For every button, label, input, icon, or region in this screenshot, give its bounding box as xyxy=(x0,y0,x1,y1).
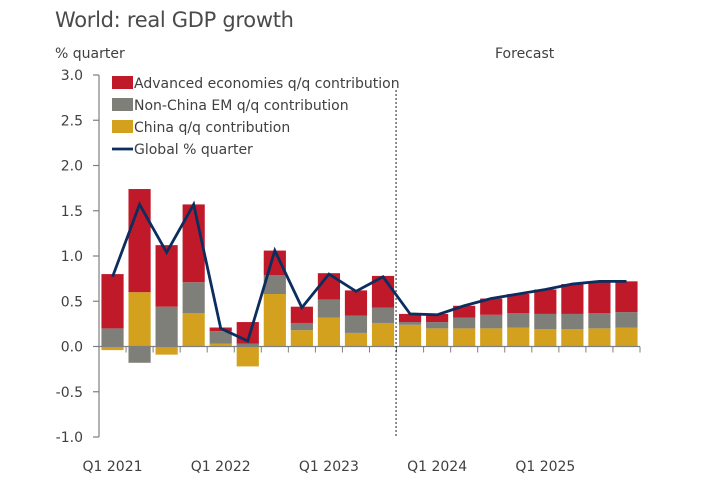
bar-segment-china-4 xyxy=(209,343,232,347)
y-tick-label: 0.0 xyxy=(61,340,83,356)
bar-segment-china-19 xyxy=(615,327,638,347)
y-tick-label: 3.0 xyxy=(61,68,83,84)
bar-segment-non-china-0 xyxy=(101,328,124,347)
y-axis-label: % quarter xyxy=(55,46,125,62)
bar-segment-advanced-9 xyxy=(344,290,368,316)
bar-segment-china-5 xyxy=(236,346,259,367)
bar-segment-non-china-4 xyxy=(209,331,232,344)
bar-segment-non-china-5 xyxy=(236,343,259,347)
bar-segment-non-china-15 xyxy=(507,313,530,328)
bar-segment-china-15 xyxy=(507,327,530,347)
y-tick-label: -0.5 xyxy=(56,385,83,401)
bar-segment-advanced-0 xyxy=(101,274,124,329)
x-tick-label: Q1 2022 xyxy=(191,459,251,475)
bar-segment-advanced-14 xyxy=(480,298,503,315)
bar-segment-advanced-7 xyxy=(290,306,313,323)
bar-segment-china-3 xyxy=(182,313,205,347)
y-tick-label: 1.0 xyxy=(61,249,83,265)
bar-segment-china-6 xyxy=(263,294,286,347)
bar-segment-china-0 xyxy=(101,346,124,351)
bar-segment-advanced-8 xyxy=(317,273,341,300)
bar-segment-china-12 xyxy=(426,328,449,347)
legend-swatch-2 xyxy=(112,120,133,133)
y-tick-label: 0.5 xyxy=(61,294,83,310)
bar-segment-advanced-19 xyxy=(615,281,638,313)
forecast-annotation: Forecast xyxy=(495,46,555,62)
bar-segment-non-china-6 xyxy=(263,275,286,294)
legend-label-0: Advanced economies q/q contribution xyxy=(134,76,400,92)
y-tick-label: 2.5 xyxy=(61,113,83,129)
x-tick-label: Q1 2021 xyxy=(83,459,143,475)
legend-label-3: Global % quarter xyxy=(134,142,253,158)
bar-segment-china-8 xyxy=(317,317,341,347)
bar-segment-non-china-3 xyxy=(182,282,205,314)
bar-segment-china-9 xyxy=(344,332,368,347)
legend-group: Advanced economies q/q contribution Non-C… xyxy=(112,76,400,158)
bar-segment-china-2 xyxy=(155,346,178,355)
bar-segment-non-china-11 xyxy=(398,322,422,325)
bar-segment-china-11 xyxy=(398,324,422,347)
bar-segment-advanced-2 xyxy=(155,245,178,307)
bar-segment-advanced-13 xyxy=(453,305,476,318)
bar-segment-advanced-15 xyxy=(507,294,530,314)
bar-segment-non-china-7 xyxy=(290,322,313,331)
y-tick-label: -1.0 xyxy=(56,430,83,446)
bar-segment-non-china-18 xyxy=(588,313,611,329)
y-tick-label: 1.5 xyxy=(61,204,83,220)
bar-segment-non-china-19 xyxy=(615,312,638,328)
bar-segment-china-10 xyxy=(371,322,395,347)
bar-segment-china-1 xyxy=(128,292,151,347)
bar-segment-china-17 xyxy=(561,329,584,347)
bar-segment-advanced-18 xyxy=(588,281,611,314)
bar-segment-advanced-11 xyxy=(398,313,422,323)
bar-segment-non-china-13 xyxy=(453,317,476,329)
x-tick-label: Q1 2025 xyxy=(515,459,575,475)
bar-segment-china-18 xyxy=(588,328,611,347)
bar-segment-non-china-10 xyxy=(371,307,395,323)
global-growth-line xyxy=(111,200,627,344)
chart-title: World: real GDP growth xyxy=(55,8,294,32)
bar-segment-non-china-8 xyxy=(317,299,341,318)
legend-swatch-0 xyxy=(112,76,133,89)
bar-segment-china-13 xyxy=(453,328,476,347)
bar-segment-china-7 xyxy=(290,330,313,347)
bar-segment-non-china-14 xyxy=(480,314,503,329)
bar-segment-advanced-16 xyxy=(534,289,557,314)
bar-segment-non-china-16 xyxy=(534,313,557,330)
y-tick-label: 2.0 xyxy=(61,159,83,175)
legend-label-1: Non-China EM q/q contribution xyxy=(134,98,349,114)
bar-segment-china-14 xyxy=(480,328,503,347)
bar-segment-non-china-1 xyxy=(128,346,151,363)
bar-segment-non-china-2 xyxy=(155,306,178,347)
bar-segment-non-china-17 xyxy=(561,313,584,330)
bar-segment-advanced-17 xyxy=(561,284,584,314)
bar-segment-non-china-12 xyxy=(426,322,449,329)
bar-segment-non-china-9 xyxy=(344,315,368,333)
bars-group xyxy=(101,189,638,367)
x-tick-label: Q1 2023 xyxy=(299,459,359,475)
axes-group: 3.0 2.5 2.0 1.5 1.0 0.5 0.0 -0.5 -1.0Q1 2021 Q1 2… xyxy=(56,68,641,475)
bar-segment-advanced-12 xyxy=(426,313,449,323)
x-tick-label: Q1 2024 xyxy=(407,459,467,475)
legend-label-2: China q/q contribution xyxy=(134,120,290,136)
bar-segment-china-16 xyxy=(534,329,557,347)
legend-swatch-1 xyxy=(112,98,133,111)
line-group xyxy=(111,200,627,344)
